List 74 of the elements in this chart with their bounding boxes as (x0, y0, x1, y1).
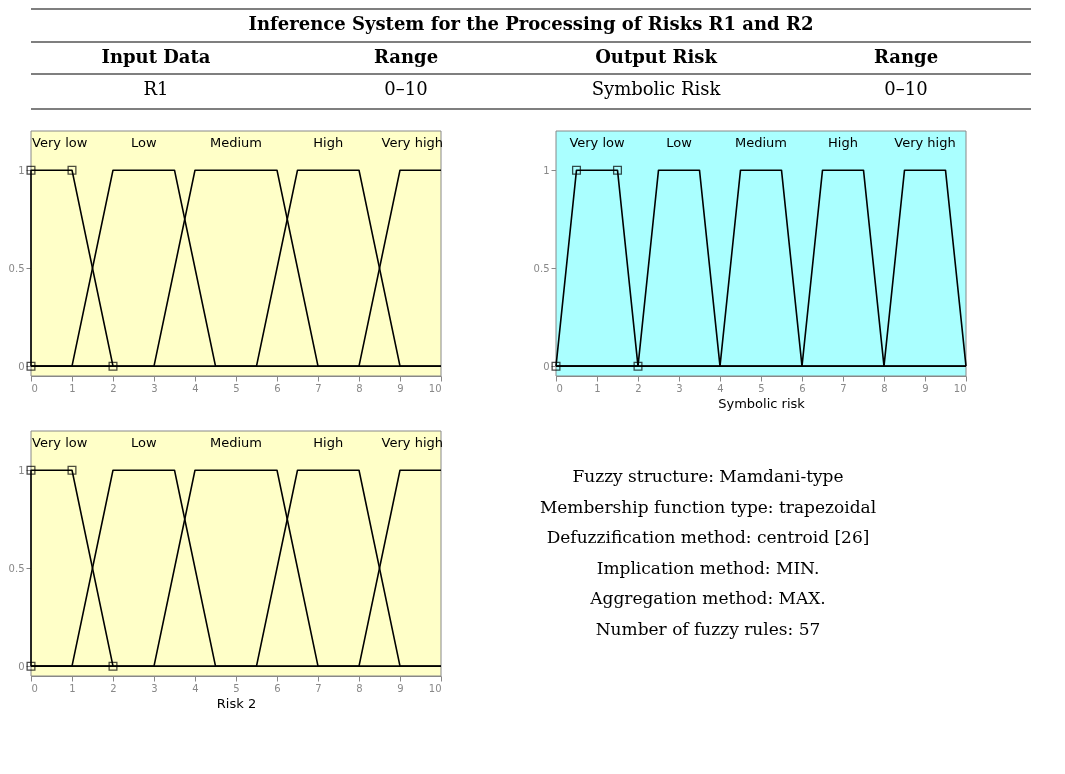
x-tick-label: 1 (594, 382, 601, 394)
text: Input Data (101, 46, 211, 67)
text: Inference System for the Processing of Risks R1 and R2 (248, 13, 814, 34)
x-tick-label: 3 (151, 382, 158, 394)
x-tick-label: 4 (192, 682, 199, 694)
series-label: Very high (894, 135, 956, 150)
x-tick-label: 6 (799, 382, 806, 394)
x-tick-label: 9 (397, 682, 404, 694)
x-tick-label: 8 (881, 382, 888, 394)
x-tick-label: 4 (192, 382, 199, 394)
y-tick-label: 1 (543, 164, 550, 176)
x-tick-label: 8 (356, 682, 363, 694)
x-tick-label: 10 (428, 682, 442, 694)
series-label: Very low (32, 435, 88, 450)
y-tick-label: 0.5 (533, 262, 550, 274)
series-label: Very low (32, 135, 88, 150)
x-tick-label: 4 (717, 382, 724, 394)
x-tick-label: 9 (397, 382, 404, 394)
x-tick-label: 3 (676, 382, 683, 394)
x-axis-title: Symbolic risk (718, 395, 806, 411)
x-axis-title: Risk 2 (216, 695, 257, 711)
series-label: Low (666, 135, 693, 150)
x-tick-label: 5 (758, 382, 765, 394)
text: 0–10 (884, 78, 928, 99)
text: Fuzzy structure: Mamdani-type (572, 465, 844, 486)
series-label: Very low (569, 135, 625, 150)
text: Symbolic Risk (591, 78, 722, 99)
text: Number of fuzzy rules: 57 (595, 619, 821, 640)
text: Output Risk (595, 46, 718, 67)
text: Membership function type: trapezoidal (539, 496, 877, 517)
series-label: Very high (381, 435, 443, 450)
x-tick-label: 9 (922, 382, 929, 394)
x-tick-label: 10 (953, 382, 967, 394)
x-tick-label: 1 (69, 682, 76, 694)
series-label: High (313, 435, 344, 450)
series-label: High (313, 135, 344, 150)
series-label: High (828, 135, 858, 150)
x-tick-label: 7 (315, 682, 322, 694)
x-tick-label: 6 (274, 682, 281, 694)
y-tick-label: 0.5 (8, 262, 25, 274)
x-tick-label: 0 (31, 382, 38, 394)
y-tick-label: 1 (18, 164, 25, 176)
x-tick-label: 8 (356, 382, 363, 394)
x-tick-label: 7 (315, 382, 322, 394)
x-tick-label: 0 (31, 682, 38, 694)
text: Aggregation method: MAX. (589, 588, 826, 609)
x-tick-label: 10 (428, 382, 442, 394)
y-tick-label: 0 (18, 360, 25, 372)
series-label: Medium (210, 135, 262, 150)
x-tick-label: 6 (274, 382, 281, 394)
x-tick-label: 0 (556, 382, 563, 394)
text: R1 (143, 78, 169, 99)
x-tick-label: 7 (840, 382, 847, 394)
x-tick-label: 2 (110, 682, 117, 694)
series-label: Very high (381, 135, 443, 150)
x-tick-label: 2 (635, 382, 642, 394)
text: Range (873, 46, 939, 67)
series-label: Low (130, 135, 157, 150)
series-label: Low (130, 435, 157, 450)
y-tick-label: 0 (543, 360, 550, 372)
series-label: Medium (735, 135, 787, 150)
x-tick-label: 1 (69, 382, 76, 394)
x-tick-label: 2 (110, 382, 117, 394)
x-tick-label: 5 (233, 682, 240, 694)
x-tick-label: 3 (151, 682, 158, 694)
text: 0–10 (384, 78, 428, 99)
text: Range (373, 46, 439, 67)
y-tick-label: 1 (18, 464, 25, 476)
y-tick-label: 0.5 (8, 562, 25, 574)
text: Defuzzification method: centroid [26] (546, 527, 870, 548)
x-tick-label: 5 (233, 382, 240, 394)
text: Implication method: MIN. (596, 557, 820, 578)
series-label: Medium (210, 435, 262, 450)
y-tick-label: 0 (18, 660, 25, 672)
